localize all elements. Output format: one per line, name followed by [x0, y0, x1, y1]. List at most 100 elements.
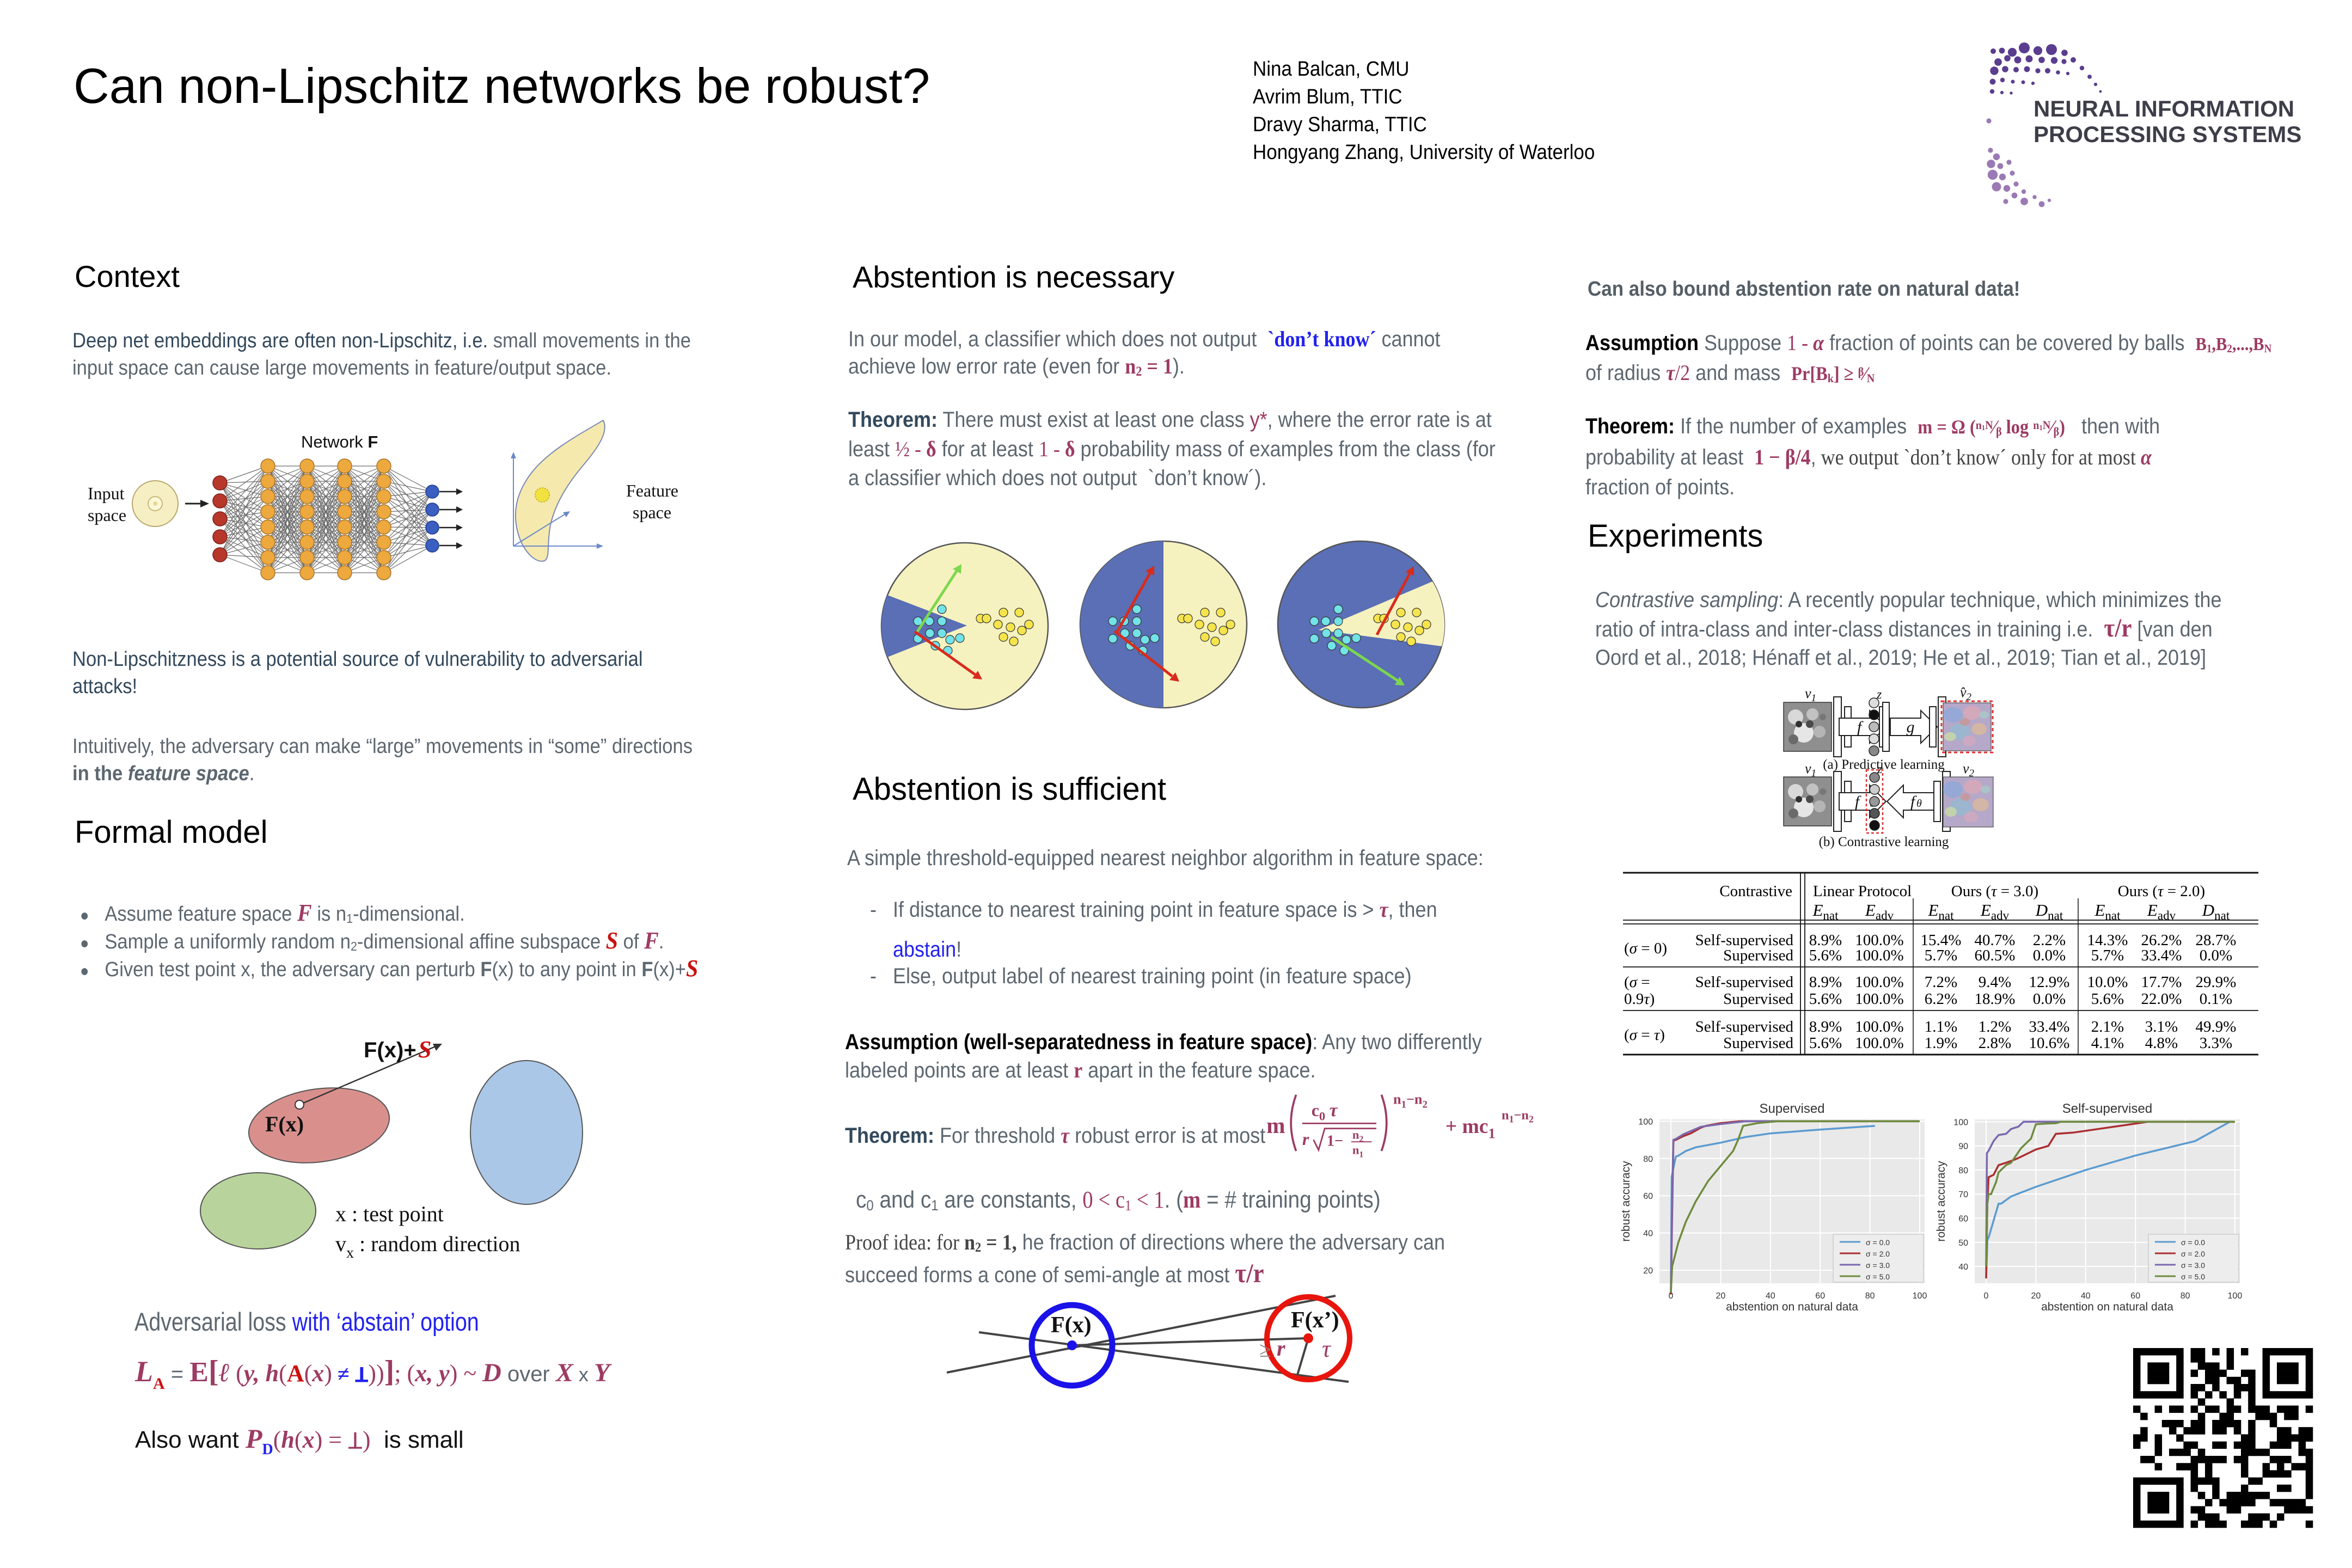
svg-text:8.9%: 8.9%: [1809, 1018, 1842, 1036]
svg-text:z: z: [1877, 762, 1883, 776]
svg-text:F(x’): F(x’): [1291, 1308, 1339, 1333]
svg-text:Ours (τ = 3.0): Ours (τ = 3.0): [1951, 883, 2038, 900]
svg-text:60: 60: [2130, 1291, 2140, 1301]
svg-text:17.7%: 17.7%: [2141, 973, 2182, 991]
svg-text:v̂2: v̂2: [1960, 686, 1972, 703]
svg-text:robust accuracy: robust accuracy: [1935, 1161, 1947, 1242]
svg-text:5.6%: 5.6%: [1809, 947, 1842, 964]
svg-text:0.0%: 0.0%: [2033, 990, 2066, 1008]
svg-text:15.4%: 15.4%: [1921, 932, 1962, 949]
svg-text:robust accuracy: robust accuracy: [1620, 1161, 1632, 1242]
svg-text:σ = 2.0: σ = 2.0: [2181, 1250, 2205, 1258]
svg-text:100: 100: [1953, 1118, 1968, 1127]
svg-text:(a) Predictive learning: (a) Predictive learning: [1823, 757, 1945, 772]
svg-text:Supervised: Supervised: [1723, 1034, 1793, 1052]
svg-text:Enat: Enat: [2094, 901, 2121, 922]
svg-text:(b) Contrastive learning: (b) Contrastive learning: [1819, 835, 1949, 849]
svg-text:0.9τ): 0.9τ): [1624, 990, 1655, 1008]
svg-text:100: 100: [1638, 1117, 1653, 1126]
svg-text:Supervised: Supervised: [1723, 947, 1793, 964]
svg-text:5.6%: 5.6%: [1809, 990, 1842, 1008]
svg-text:7.2%: 7.2%: [1925, 973, 1957, 991]
svg-text:50: 50: [1958, 1239, 1968, 1248]
svg-text:σ = 0.0: σ = 0.0: [1866, 1238, 1890, 1247]
svg-text:Eadv: Eadv: [1865, 901, 1894, 922]
svg-text:F(x): F(x): [1051, 1313, 1092, 1338]
svg-text:5.7%: 5.7%: [1925, 947, 1957, 964]
svg-text:18.9%: 18.9%: [1975, 990, 2016, 1008]
svg-text:3.3%: 3.3%: [2200, 1034, 2232, 1052]
svg-text:0.0%: 0.0%: [2033, 947, 2066, 964]
svg-text:Dnat: Dnat: [2202, 901, 2230, 922]
svg-text:1.1%: 1.1%: [1925, 1018, 1957, 1036]
svg-text:60: 60: [1815, 1291, 1825, 1301]
svg-text:(σ = τ): (σ = τ): [1624, 1026, 1665, 1044]
svg-text:Supervised: Supervised: [1723, 990, 1793, 1008]
svg-text:14.3%: 14.3%: [2087, 932, 2128, 949]
svg-text:Eadv: Eadv: [1980, 901, 2010, 922]
svg-text:r: r: [1302, 1130, 1309, 1149]
svg-text:1−: 1−: [1327, 1133, 1343, 1150]
svg-text:22.0%: 22.0%: [2141, 990, 2182, 1008]
svg-text:9.4%: 9.4%: [1979, 973, 2011, 991]
svg-text:F(x)+: F(x)+: [364, 1038, 416, 1062]
svg-text:Network F: Network F: [301, 432, 378, 451]
svg-text:5.6%: 5.6%: [1809, 1034, 1842, 1052]
svg-text:0: 0: [1984, 1291, 1989, 1301]
svg-text:σ = 5.0: σ = 5.0: [2181, 1272, 2205, 1281]
svg-text:v2: v2: [1963, 761, 1975, 779]
svg-text:4.1%: 4.1%: [2091, 1034, 2124, 1052]
svg-text:80: 80: [1865, 1291, 1875, 1301]
svg-text:49.9%: 49.9%: [2196, 1018, 2237, 1036]
svg-text:Self-supervised: Self-supervised: [1695, 932, 1794, 949]
svg-text:z: z: [1876, 688, 1882, 702]
svg-text:100.0%: 100.0%: [1855, 947, 1903, 964]
svg-text:x : test point: x : test point: [335, 1202, 444, 1226]
svg-text:σ = 3.0: σ = 3.0: [2181, 1261, 2205, 1270]
svg-text:33.4%: 33.4%: [2029, 1018, 2070, 1036]
svg-text:20: 20: [1716, 1291, 1726, 1301]
svg-text:1.2%: 1.2%: [1979, 1018, 2011, 1036]
svg-text:100: 100: [2228, 1291, 2243, 1301]
svg-text:100.0%: 100.0%: [1855, 1034, 1903, 1052]
svg-text:33.4%: 33.4%: [2141, 947, 2182, 964]
svg-text:5.7%: 5.7%: [2091, 947, 2124, 964]
svg-text:10.0%: 10.0%: [2087, 973, 2128, 991]
svg-text:(σ =: (σ =: [1624, 973, 1650, 991]
svg-text:100: 100: [1913, 1291, 1927, 1301]
svg-text:2.8%: 2.8%: [1979, 1034, 2011, 1052]
svg-text:8.9%: 8.9%: [1809, 973, 1842, 991]
svg-text:28.7%: 28.7%: [2196, 932, 2237, 949]
svg-text:σ = 0.0: σ = 0.0: [2181, 1238, 2205, 1247]
svg-text:40.7%: 40.7%: [1975, 932, 2016, 949]
svg-text:S: S: [418, 1036, 431, 1063]
svg-text:Contrastive: Contrastive: [1719, 883, 1792, 900]
svg-text:Supervised: Supervised: [1759, 1101, 1824, 1116]
svg-text:vx : random direction: vx : random direction: [335, 1232, 520, 1261]
svg-text:6.2%: 6.2%: [1925, 990, 1957, 1008]
svg-text:m: m: [1266, 1113, 1285, 1138]
svg-text:100.0%: 100.0%: [1855, 973, 1903, 991]
svg-text:F(x): F(x): [265, 1112, 304, 1136]
svg-text:Input: Input: [88, 483, 125, 503]
svg-text:abstention on natural data: abstention on natural data: [2041, 1301, 2173, 1313]
svg-text:80: 80: [1643, 1155, 1653, 1164]
svg-text:5.6%: 5.6%: [2091, 990, 2124, 1008]
svg-text:σ = 3.0: σ = 3.0: [1866, 1261, 1890, 1270]
svg-text:4.8%: 4.8%: [2145, 1034, 2178, 1052]
svg-text:c0τ: c0 τ: [1312, 1100, 1338, 1123]
svg-text:n1: n1: [1352, 1143, 1364, 1160]
svg-text:σ = 5.0: σ = 5.0: [1866, 1272, 1890, 1281]
svg-text:space: space: [88, 505, 126, 525]
svg-text:70: 70: [1958, 1190, 1968, 1199]
svg-text:10.6%: 10.6%: [2029, 1034, 2070, 1052]
svg-text:100.0%: 100.0%: [1855, 932, 1903, 949]
svg-text:0.0%: 0.0%: [2200, 947, 2232, 964]
svg-text:100.0%: 100.0%: [1855, 990, 1903, 1008]
svg-text:+ mc1: + mc1: [1445, 1116, 1496, 1141]
svg-text:Self-supervised: Self-supervised: [2062, 1101, 2152, 1116]
svg-text:2.2%: 2.2%: [2033, 932, 2066, 949]
svg-text:60: 60: [1958, 1215, 1968, 1224]
svg-text:100.0%: 100.0%: [1855, 1018, 1903, 1036]
svg-text:0.1%: 0.1%: [2200, 990, 2232, 1008]
